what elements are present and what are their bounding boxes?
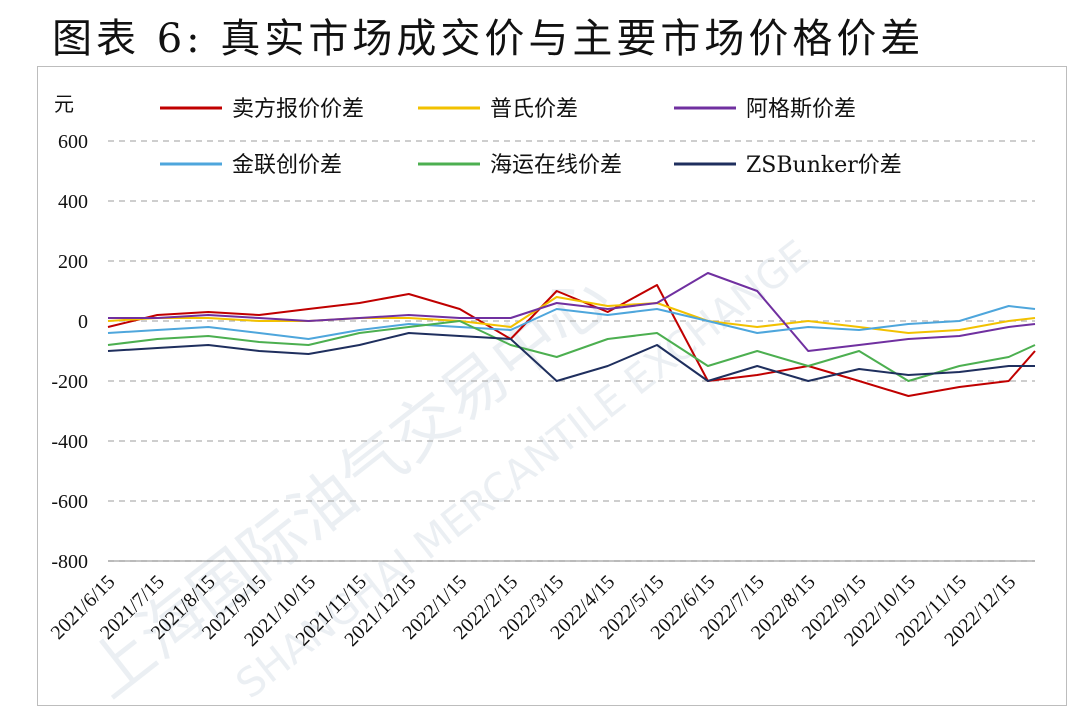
legend-label: 海运在线价差 bbox=[490, 153, 622, 178]
legend-label: 普氏价差 bbox=[490, 97, 578, 122]
legend-label: 阿格斯价差 bbox=[746, 97, 856, 122]
y-tick-label: -400 bbox=[51, 431, 88, 453]
legend-label: 金联创价差 bbox=[232, 153, 342, 178]
y-tick-label: -800 bbox=[51, 551, 88, 573]
series-lines bbox=[107, 272, 1036, 397]
y-tick-label: 600 bbox=[58, 131, 88, 153]
y-axis-unit: 元 bbox=[54, 92, 74, 116]
y-tick-label: -200 bbox=[51, 371, 88, 393]
y-axis-ticks: 600 400 200 0 -200 -400 -600 -800 bbox=[51, 131, 88, 573]
y-tick-label: 400 bbox=[58, 191, 88, 213]
series-line bbox=[107, 305, 1036, 340]
series-line bbox=[107, 320, 1036, 382]
chart-frame bbox=[37, 66, 1067, 706]
legend-label: ZSBunker价差 bbox=[746, 153, 902, 178]
series-line bbox=[107, 332, 1035, 382]
chart-title: 图表 6: 真实市场成交价与主要市场价格价差 bbox=[52, 16, 925, 62]
y-tick-label: -600 bbox=[51, 491, 88, 513]
series-line bbox=[108, 272, 1036, 352]
legend-label: 卖方报价价差 bbox=[232, 97, 364, 122]
y-tick-label: 200 bbox=[58, 251, 88, 273]
series-line bbox=[107, 296, 1036, 334]
y-tick-label: 0 bbox=[78, 311, 88, 333]
